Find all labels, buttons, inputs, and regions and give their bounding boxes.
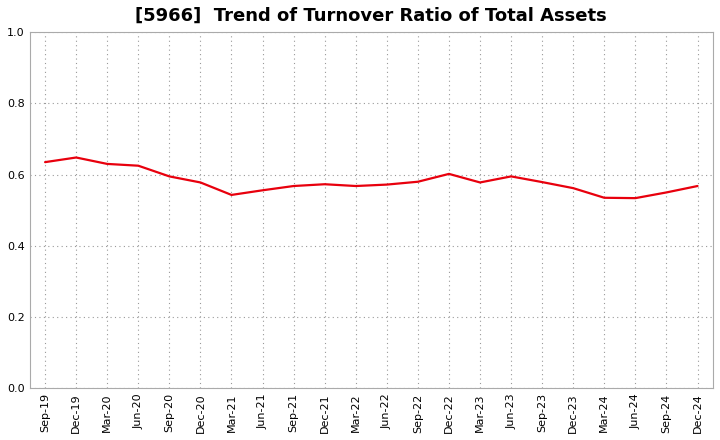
- Title: [5966]  Trend of Turnover Ratio of Total Assets: [5966] Trend of Turnover Ratio of Total …: [135, 7, 607, 25]
